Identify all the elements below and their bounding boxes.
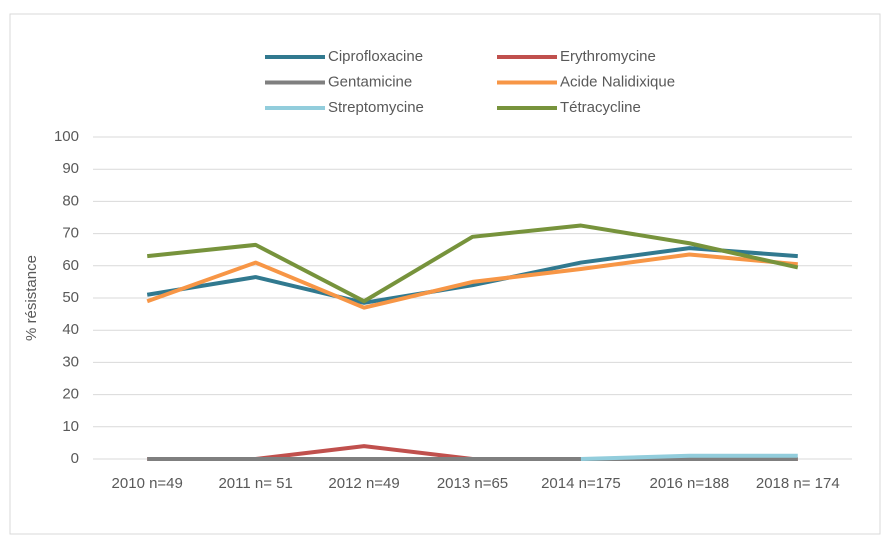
legend-label: Streptomycine bbox=[328, 99, 424, 116]
chart-border bbox=[9, 13, 881, 535]
x-tick-label: 2014 n=175 bbox=[541, 475, 621, 492]
y-tick-label: 40 bbox=[62, 321, 79, 338]
series-line bbox=[146, 252, 798, 310]
legend-label: Tétracycline bbox=[560, 99, 641, 116]
x-tick-label: 2018 n= 174 bbox=[756, 475, 840, 492]
series-line bbox=[146, 246, 798, 305]
series-line bbox=[580, 453, 798, 461]
y-axis-label: % résistance bbox=[23, 255, 40, 341]
y-tick-label: 100 bbox=[54, 128, 79, 145]
x-tick-label: 2013 n=65 bbox=[437, 475, 508, 492]
legend-label: Gentamicine bbox=[328, 73, 412, 90]
x-tick-label: 2010 n=49 bbox=[112, 475, 183, 492]
legend-label: Ciprofloxacine bbox=[328, 48, 423, 65]
y-tick-label: 70 bbox=[62, 225, 79, 242]
y-tick-label: 20 bbox=[62, 386, 79, 403]
y-tick-label: 80 bbox=[62, 192, 79, 209]
y-tick-label: 50 bbox=[62, 289, 79, 306]
y-tick-label: 60 bbox=[62, 257, 79, 274]
legend-label: Erythromycine bbox=[560, 48, 656, 65]
legend-label: Acide Nalidixique bbox=[560, 73, 675, 90]
series-line bbox=[147, 223, 799, 304]
y-tick-label: 90 bbox=[62, 160, 79, 177]
x-tick-label: 2012 n=49 bbox=[328, 475, 399, 492]
y-tick-label: 10 bbox=[62, 418, 79, 435]
x-tick-label: 2011 n= 51 bbox=[218, 475, 292, 492]
y-tick-label: 30 bbox=[62, 353, 79, 370]
y-tick-label: 0 bbox=[71, 450, 79, 467]
x-tick-label: 2016 n=188 bbox=[650, 475, 730, 492]
